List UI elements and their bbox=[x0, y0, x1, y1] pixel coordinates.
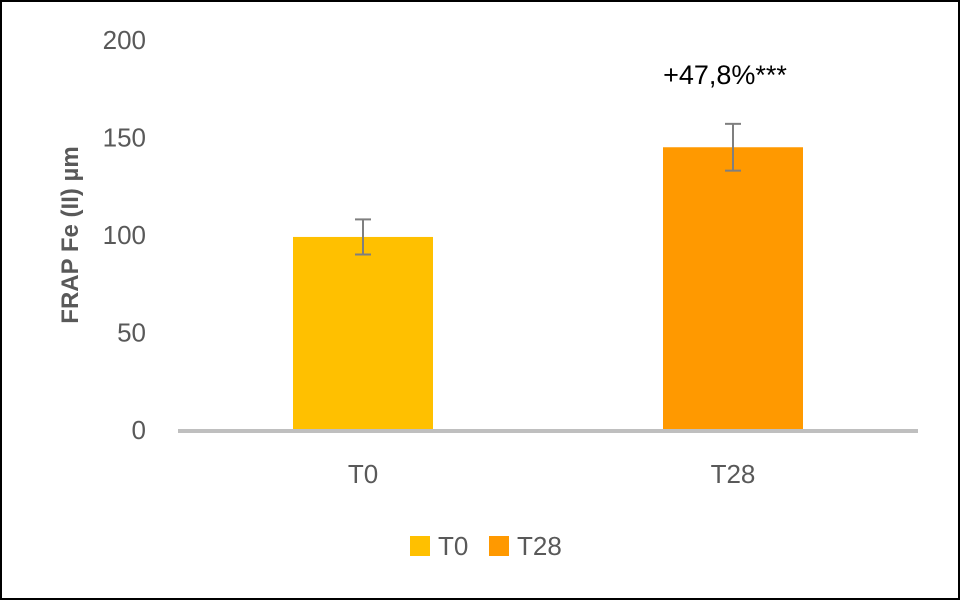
y-tick-label: 150 bbox=[103, 123, 146, 153]
y-axis-label: FRAP Fe (II) µm bbox=[57, 146, 84, 323]
x-tick-label: T28 bbox=[711, 459, 756, 489]
significance-annotation: +47,8%*** bbox=[663, 60, 787, 90]
y-tick-label: 100 bbox=[103, 220, 146, 250]
y-tick-label: 50 bbox=[117, 318, 146, 348]
legend-label: T0 bbox=[438, 531, 468, 561]
legend-swatch-t0 bbox=[410, 536, 430, 556]
legend-label: T28 bbox=[517, 531, 562, 561]
bar-t28 bbox=[663, 147, 803, 430]
bar-t0 bbox=[293, 236, 433, 430]
legend-swatch-t28 bbox=[489, 536, 509, 556]
y-tick-label: 0 bbox=[132, 415, 146, 445]
x-tick-label: T0 bbox=[348, 459, 378, 489]
y-tick-label: 200 bbox=[103, 25, 146, 55]
